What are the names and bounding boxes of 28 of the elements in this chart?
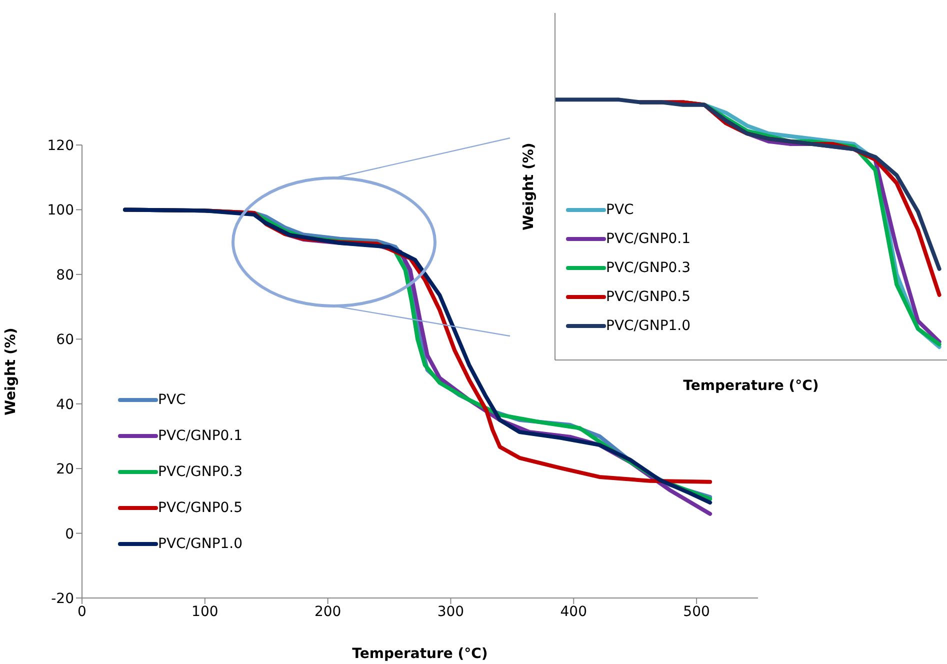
legend-label: PVC: [606, 202, 634, 218]
legend-label: PVC/GNP0.1: [158, 428, 243, 444]
legend-label: PVC/GNP1.0: [158, 536, 243, 552]
x-axis-title: Temperature (°C): [352, 646, 488, 662]
y-tick-label: 20: [56, 462, 74, 478]
legend-label: PVC/GNP0.5: [606, 288, 691, 304]
legend-label: PVC/GNP0.3: [606, 260, 691, 276]
x-tick-label: 500: [683, 604, 710, 620]
legend-label: PVC/GNP0.5: [158, 500, 243, 516]
y-tick-label: 120: [47, 138, 74, 154]
y-tick-label: 80: [56, 267, 74, 284]
x-tick-label: 300: [437, 604, 464, 620]
y-tick-label: 60: [56, 332, 74, 348]
x-tick-label: 0: [78, 604, 86, 620]
y-tick-label: 0: [65, 526, 74, 542]
legend-label: PVC/GNP0.1: [606, 230, 691, 246]
y-tick-label: -20: [51, 590, 74, 607]
x-tick-label: 200: [314, 604, 342, 620]
y-axis-title: Weight (%): [2, 328, 19, 416]
y-axis-title: Weight (%): [520, 142, 537, 230]
x-tick-label: 100: [192, 604, 218, 620]
x-tick-label: 400: [560, 604, 588, 620]
x-axis-title: Temperature (°C): [683, 378, 819, 394]
legend-label: PVC/GNP0.3: [158, 464, 243, 480]
legend-label: PVC/GNP1.0: [606, 318, 691, 334]
y-tick-label: 100: [47, 202, 74, 219]
legend-label: PVC: [158, 392, 186, 408]
y-tick-label: 40: [56, 396, 74, 413]
